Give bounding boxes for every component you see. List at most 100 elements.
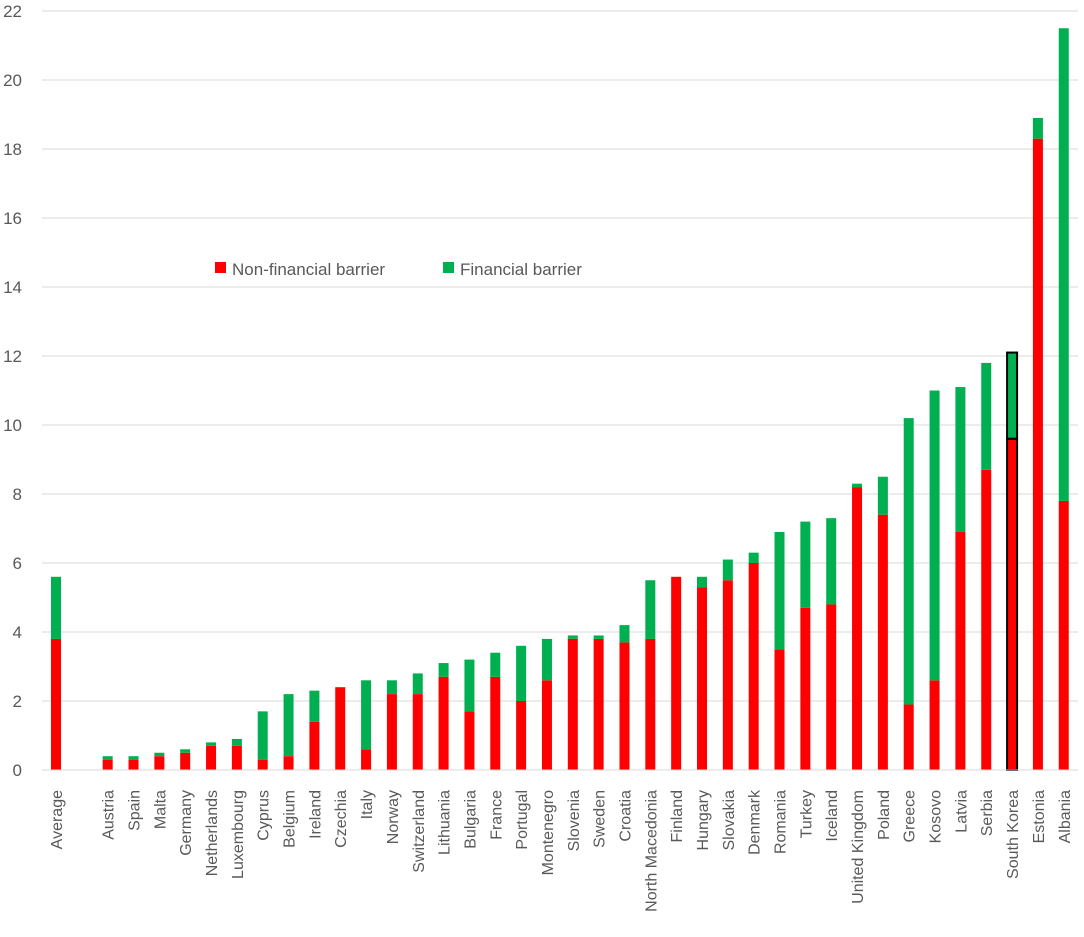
bar-non-financial-montenegro bbox=[541, 680, 552, 770]
x-tick-label-slovakia: Slovakia bbox=[721, 790, 738, 851]
bar-financial-hungary bbox=[697, 576, 707, 588]
bar-non-financial-north-macedonia bbox=[645, 638, 656, 770]
x-tick-label-italy: Italy bbox=[359, 790, 376, 819]
bar-financial-spain bbox=[128, 756, 139, 760]
x-tick-label-norway: Norway bbox=[385, 790, 402, 844]
bar-financial-italy bbox=[361, 680, 372, 750]
x-tick-label-germany: Germany bbox=[178, 790, 195, 856]
bar-financial-ireland bbox=[309, 690, 320, 722]
bar-financial-serbia bbox=[981, 362, 992, 470]
x-tick-label-spain: Spain bbox=[127, 790, 144, 831]
bar-non-financial-poland bbox=[877, 514, 888, 770]
x-tick-label-belgium: Belgium bbox=[282, 790, 299, 848]
legend: Non-financial barrier Financial barrier bbox=[215, 260, 582, 279]
x-tick-label-albania: Albania bbox=[1057, 790, 1074, 843]
bar-non-financial-cyprus bbox=[257, 759, 268, 770]
bar-financial-north-macedonia bbox=[645, 580, 656, 639]
bars bbox=[51, 28, 1069, 771]
bar-non-financial-slovenia bbox=[567, 638, 578, 770]
bar-financial-luxembourg bbox=[231, 738, 242, 746]
x-tick-label-lithuania: Lithuania bbox=[437, 790, 454, 855]
bar-financial-bulgaria bbox=[464, 659, 475, 712]
x-tick-label-austria: Austria bbox=[101, 790, 118, 840]
x-tick-label-finland: Finland bbox=[669, 790, 686, 842]
bar-non-financial-czechia bbox=[335, 687, 346, 770]
x-tick-label-france: France bbox=[488, 790, 505, 840]
bar-financial-average bbox=[51, 576, 61, 639]
bar-financial-malta bbox=[154, 752, 165, 757]
bar-non-financial-lithuania bbox=[438, 676, 449, 770]
bar-non-financial-hungary bbox=[697, 587, 707, 770]
x-tick-label-malta: Malta bbox=[152, 790, 169, 829]
x-axis: Average Austria Spain Malta Germany Netherlan… bbox=[42, 769, 1078, 912]
y-tick-label: 18 bbox=[3, 140, 22, 159]
x-tick-label-denmark: Denmark bbox=[747, 789, 764, 855]
y-tick-label: 16 bbox=[3, 209, 22, 228]
bar-financial-south-korea bbox=[1007, 352, 1018, 439]
legend-label-financial-barrier: Financial barrier bbox=[460, 260, 582, 279]
y-tick-label: 14 bbox=[3, 278, 22, 297]
bar-non-financial-switzerland bbox=[412, 694, 423, 770]
bar-non-financial-croatia bbox=[619, 642, 630, 770]
bar-financial-germany bbox=[180, 749, 191, 753]
bar-non-financial-italy bbox=[361, 749, 372, 770]
x-tick-label-greece: Greece bbox=[902, 790, 919, 843]
legend-swatch-non-financial-barrier bbox=[215, 262, 226, 273]
bar-non-financial-kosovo bbox=[929, 680, 940, 770]
x-tick-label-switzerland: Switzerland bbox=[411, 790, 428, 873]
y-tick-label: 10 bbox=[3, 416, 22, 435]
bar-financial-latvia bbox=[955, 387, 966, 532]
bar-financial-belgium bbox=[283, 694, 294, 757]
x-tick-label-slovenia: Slovenia bbox=[566, 790, 583, 851]
y-tick-label: 8 bbox=[13, 485, 22, 504]
bar-financial-albania bbox=[1058, 28, 1069, 501]
bar-non-financial-albania bbox=[1058, 500, 1069, 770]
y-tick-label: 4 bbox=[13, 623, 22, 642]
bar-non-financial-netherlands bbox=[206, 745, 217, 770]
bar-non-financial-estonia bbox=[1032, 138, 1043, 770]
bar-non-financial-romania bbox=[774, 649, 785, 770]
legend-swatch-financial-barrier bbox=[443, 262, 454, 273]
x-tick-label-latvia: Latvia bbox=[953, 790, 970, 833]
bar-non-financial-malta bbox=[154, 756, 165, 770]
x-tick-label-netherlands: Netherlands bbox=[204, 790, 221, 876]
bar-financial-netherlands bbox=[206, 742, 217, 746]
bar-financial-norway bbox=[386, 680, 397, 695]
bar-financial-estonia bbox=[1032, 117, 1043, 139]
x-tick-label-north-macedonia: North Macedonia bbox=[643, 790, 660, 912]
bar-financial-montenegro bbox=[541, 638, 552, 681]
bar-non-financial-portugal bbox=[516, 701, 527, 770]
bar-financial-romania bbox=[774, 531, 785, 650]
bar-non-financial-sweden bbox=[593, 638, 604, 770]
bar-non-financial-austria bbox=[102, 759, 113, 770]
x-tick-label-turkey: Turkey bbox=[798, 790, 815, 838]
bar-financial-switzerland bbox=[412, 673, 423, 695]
bar-financial-cyprus bbox=[257, 711, 268, 760]
x-tick-label-croatia: Croatia bbox=[617, 790, 634, 842]
bar-non-financial-average bbox=[51, 638, 61, 770]
x-tick-label-united-kingdom: United Kingdom bbox=[850, 790, 867, 904]
bar-financial-portugal bbox=[516, 645, 527, 701]
x-tick-label-south-korea: South Korea bbox=[1005, 790, 1022, 879]
x-tick-label-cyprus: Cyprus bbox=[256, 790, 273, 841]
gridlines bbox=[42, 10, 1078, 771]
bar-non-financial-france bbox=[490, 676, 501, 770]
bar-financial-poland bbox=[877, 476, 888, 515]
x-tick-label-luxembourg: Luxembourg bbox=[230, 790, 247, 879]
bar-financial-lithuania bbox=[438, 663, 449, 677]
bar-non-financial-south-korea bbox=[1007, 438, 1018, 770]
bar-non-financial-norway bbox=[386, 694, 397, 770]
bar-non-financial-greece bbox=[903, 704, 914, 770]
bar-financial-france bbox=[490, 652, 501, 677]
bar-financial-kosovo bbox=[929, 390, 940, 681]
bar-non-financial-serbia bbox=[981, 469, 992, 770]
x-tick-label-czechia: Czechia bbox=[333, 790, 350, 848]
bar-financial-greece bbox=[903, 418, 914, 705]
y-tick-label: 20 bbox=[3, 71, 22, 90]
y-tick-label: 6 bbox=[13, 554, 22, 573]
bar-non-financial-united-kingdom bbox=[852, 487, 863, 770]
y-axis: 0 2 4 6 8 10 12 14 16 18 20 22 bbox=[3, 2, 22, 780]
bar-financial-sweden bbox=[593, 635, 604, 639]
bar-financial-austria bbox=[102, 756, 113, 760]
